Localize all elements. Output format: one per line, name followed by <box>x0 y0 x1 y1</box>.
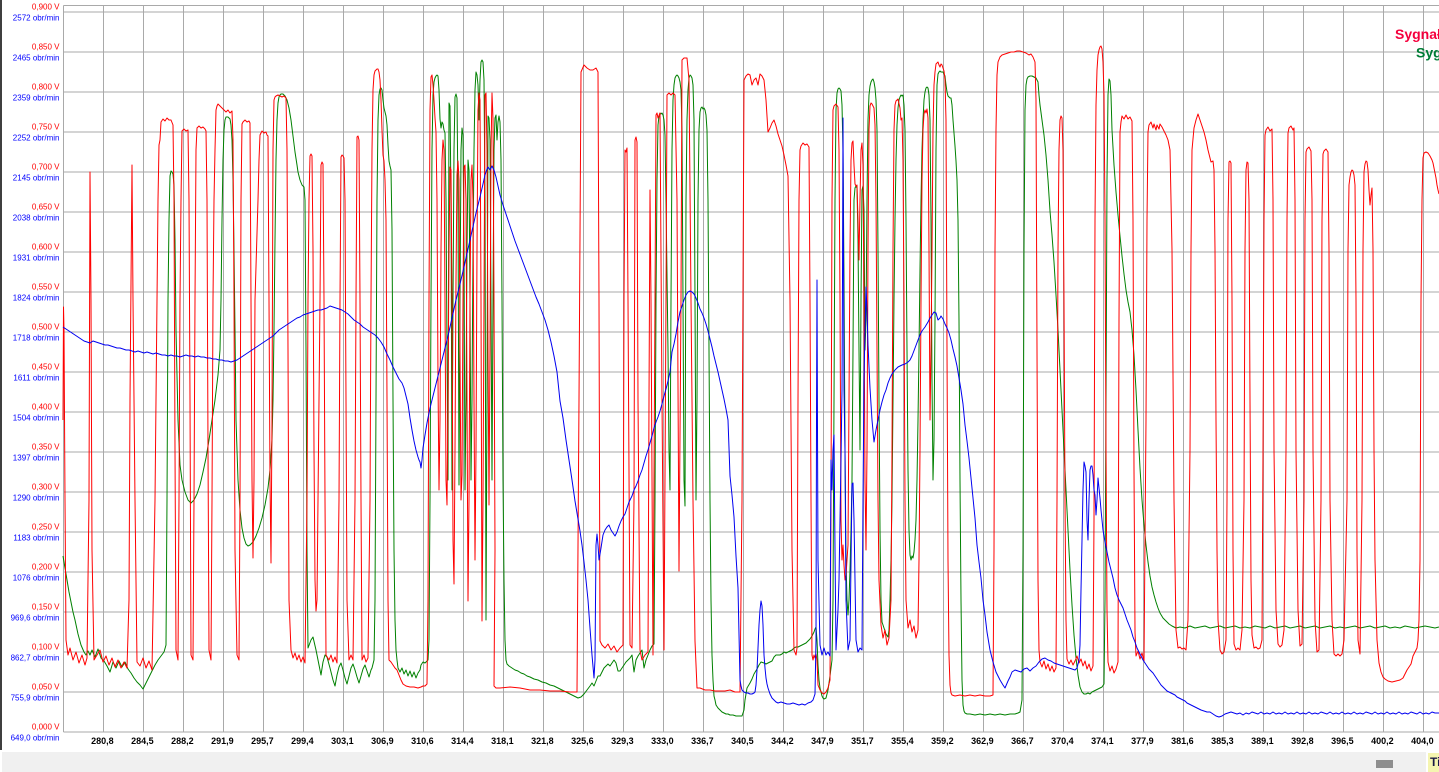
svg-text:755,9 obr/min: 755,9 obr/min <box>11 694 60 703</box>
svg-text:392,8: 392,8 <box>1291 736 1314 746</box>
svg-text:333,0: 333,0 <box>651 736 674 746</box>
svg-text:0,900 V: 0,900 V <box>32 3 60 12</box>
svg-text:1076 obr/min: 1076 obr/min <box>13 574 60 583</box>
svg-text:404,0: 404,0 <box>1411 736 1434 746</box>
svg-text:2359 obr/min: 2359 obr/min <box>13 94 60 103</box>
svg-text:306,9: 306,9 <box>371 736 394 746</box>
svg-text:362,9: 362,9 <box>971 736 994 746</box>
svg-text:288,2: 288,2 <box>171 736 194 746</box>
svg-text:2572 obr/min: 2572 obr/min <box>13 14 60 23</box>
svg-text:1718 obr/min: 1718 obr/min <box>13 334 60 343</box>
svg-text:649,0 obr/min: 649,0 obr/min <box>11 734 60 743</box>
svg-text:318,1: 318,1 <box>491 736 514 746</box>
svg-text:321,8: 321,8 <box>531 736 554 746</box>
svg-text:381,6: 381,6 <box>1171 736 1194 746</box>
svg-text:2038 obr/min: 2038 obr/min <box>13 214 60 223</box>
svg-text:280,8: 280,8 <box>91 736 114 746</box>
svg-text:351,7: 351,7 <box>851 736 874 746</box>
svg-text:0,600 V: 0,600 V <box>32 243 60 252</box>
svg-text:0,100 V: 0,100 V <box>32 643 60 652</box>
svg-text:0,350 V: 0,350 V <box>32 443 60 452</box>
svg-text:1504 obr/min: 1504 obr/min <box>13 414 60 423</box>
svg-text:303,1: 303,1 <box>331 736 354 746</box>
svg-text:0,750 V: 0,750 V <box>32 123 60 132</box>
svg-text:0,850 V: 0,850 V <box>32 43 60 52</box>
svg-text:Sygnał: Sygnał <box>1416 45 1439 61</box>
svg-text:2145 obr/min: 2145 obr/min <box>13 174 60 183</box>
svg-text:2465 obr/min: 2465 obr/min <box>13 54 60 63</box>
svg-text:355,4: 355,4 <box>891 736 914 746</box>
svg-text:377,9: 377,9 <box>1131 736 1154 746</box>
svg-text:1824 obr/min: 1824 obr/min <box>13 294 60 303</box>
svg-text:0,400 V: 0,400 V <box>32 403 60 412</box>
svg-text:0,800 V: 0,800 V <box>32 83 60 92</box>
svg-text:0,700 V: 0,700 V <box>32 163 60 172</box>
svg-text:385,3: 385,3 <box>1211 736 1234 746</box>
svg-text:969,6 obr/min: 969,6 obr/min <box>11 614 60 623</box>
svg-text:347,9: 347,9 <box>811 736 834 746</box>
svg-text:400,2: 400,2 <box>1371 736 1394 746</box>
svg-text:Sygnał son: Sygnał son <box>1395 26 1439 42</box>
svg-text:284,5: 284,5 <box>131 736 154 746</box>
svg-text:1931 obr/min: 1931 obr/min <box>13 254 60 263</box>
svg-text:374,1: 374,1 <box>1091 736 1114 746</box>
svg-text:0,550 V: 0,550 V <box>32 283 60 292</box>
svg-text:370,4: 370,4 <box>1051 736 1074 746</box>
svg-text:329,3: 329,3 <box>611 736 634 746</box>
svg-text:0,050 V: 0,050 V <box>32 683 60 692</box>
svg-text:299,4: 299,4 <box>291 736 314 746</box>
svg-text:0,450 V: 0,450 V <box>32 363 60 372</box>
svg-text:0,300 V: 0,300 V <box>32 483 60 492</box>
svg-text:0,500 V: 0,500 V <box>32 323 60 332</box>
svg-text:336,7: 336,7 <box>691 736 714 746</box>
svg-text:2252 obr/min: 2252 obr/min <box>13 134 60 143</box>
svg-text:1611 obr/min: 1611 obr/min <box>13 374 59 383</box>
svg-text:314,4: 314,4 <box>451 736 474 746</box>
svg-text:0,200 V: 0,200 V <box>32 563 60 572</box>
svg-text:325,6: 325,6 <box>571 736 594 746</box>
svg-text:359,2: 359,2 <box>931 736 954 746</box>
svg-text:1290 obr/min: 1290 obr/min <box>13 494 60 503</box>
svg-text:396,5: 396,5 <box>1331 736 1354 746</box>
svg-text:295,7: 295,7 <box>251 736 274 746</box>
svg-text:310,6: 310,6 <box>411 736 434 746</box>
svg-text:862,7 obr/min: 862,7 obr/min <box>11 654 60 663</box>
svg-text:366,7: 366,7 <box>1011 736 1034 746</box>
svg-text:1397 obr/min: 1397 obr/min <box>13 454 60 463</box>
svg-text:340,5: 340,5 <box>731 736 754 746</box>
svg-text:0,650 V: 0,650 V <box>32 203 60 212</box>
svg-text:344,2: 344,2 <box>771 736 794 746</box>
svg-text:0,000 V: 0,000 V <box>32 723 60 732</box>
svg-text:1183 obr/min: 1183 obr/min <box>13 534 59 543</box>
svg-text:0,150 V: 0,150 V <box>32 603 60 612</box>
svg-text:291,9: 291,9 <box>211 736 234 746</box>
svg-text:0,250 V: 0,250 V <box>32 523 60 532</box>
svg-text:389,1: 389,1 <box>1251 736 1274 746</box>
